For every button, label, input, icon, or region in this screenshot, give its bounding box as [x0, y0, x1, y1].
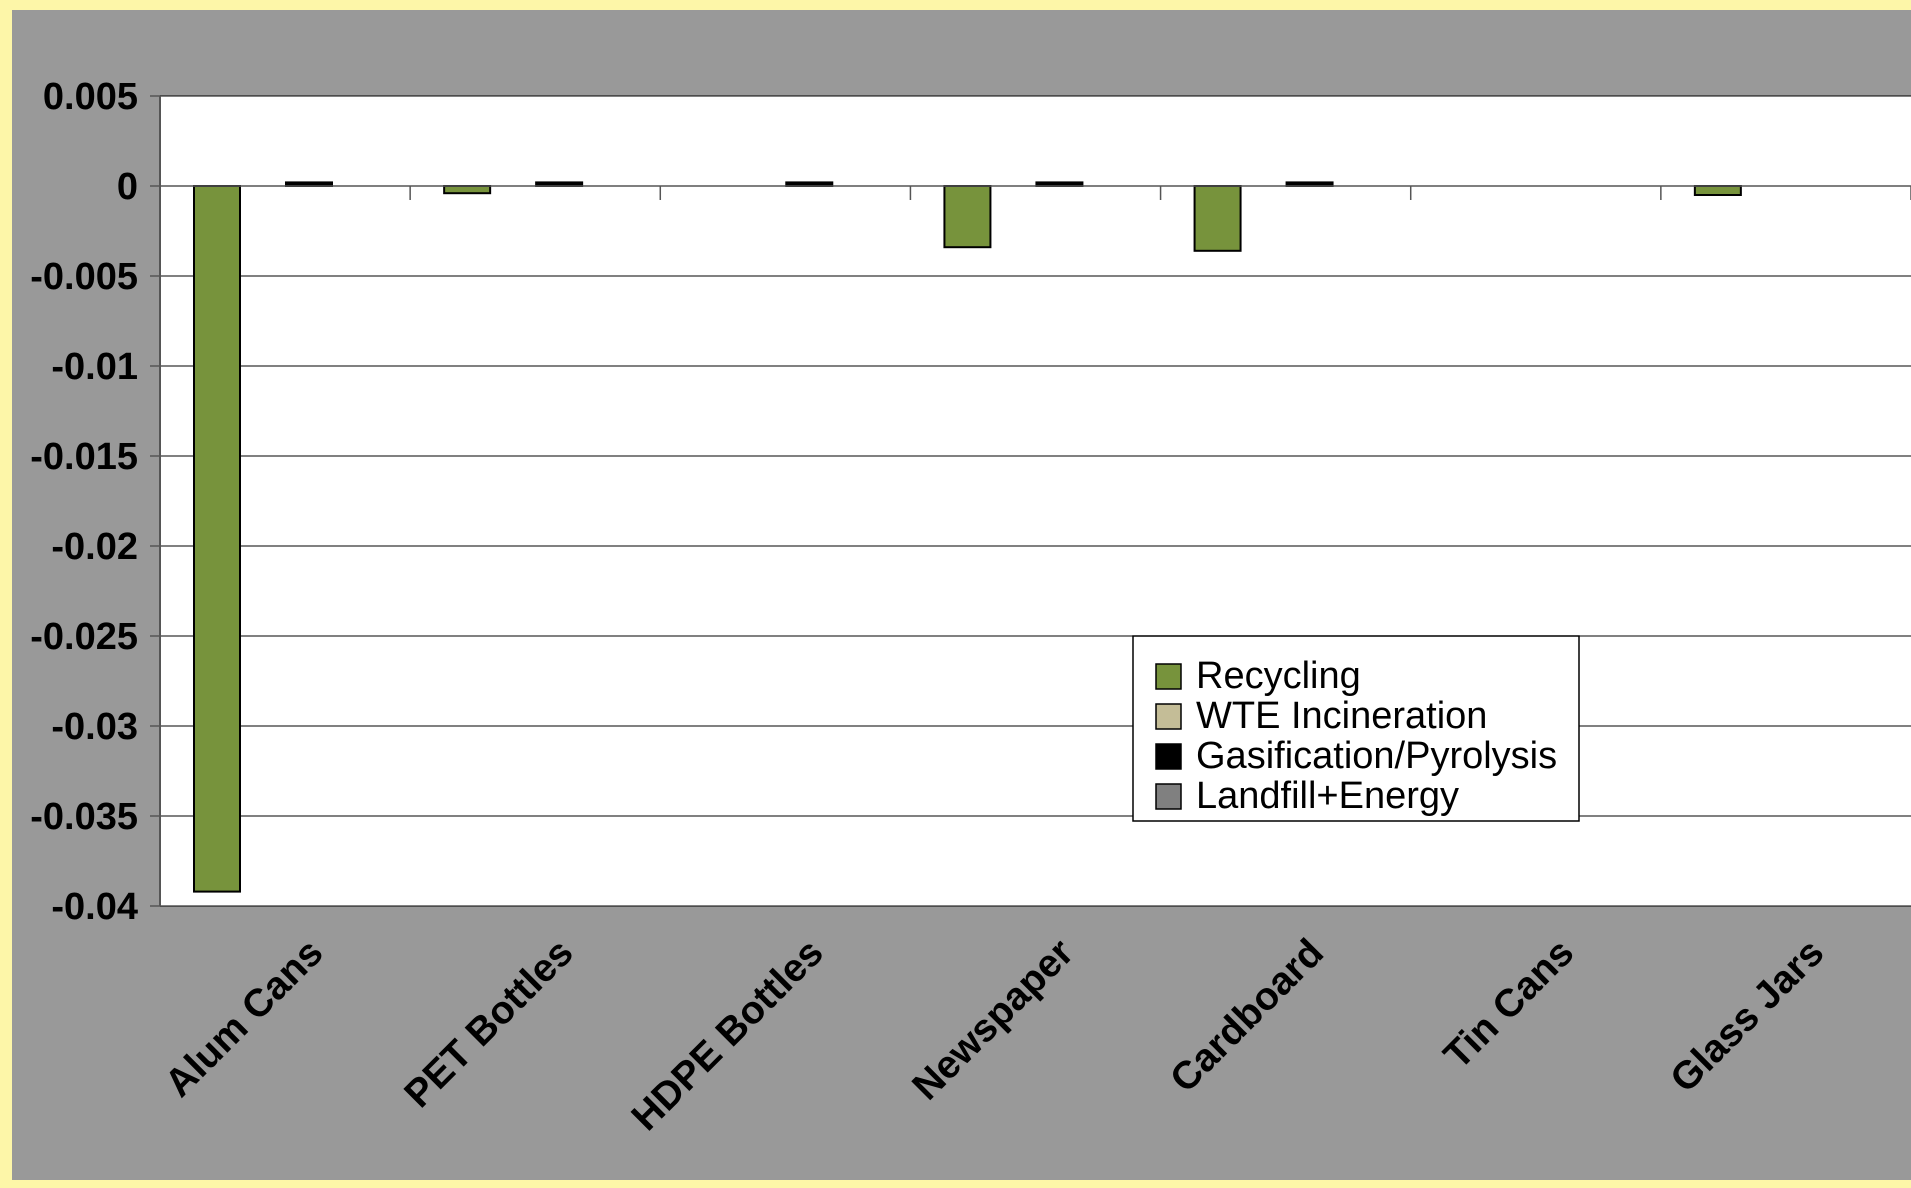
y-tick-label: -0.015 [30, 436, 138, 478]
legend-swatch [1155, 743, 1182, 770]
y-tick-label: 0 [117, 166, 138, 208]
y-tick-label: -0.02 [51, 526, 138, 568]
x-category-label: Alum Cans [157, 931, 331, 1105]
legend-label: Gasification/Pyrolysis [1196, 735, 1557, 777]
plot-area [160, 96, 1911, 906]
y-tick-label: 0.005 [43, 76, 138, 118]
y-tick-label: -0.005 [30, 256, 138, 298]
x-category-label: Cardboard [1162, 931, 1332, 1101]
bar-recycling [1193, 185, 1242, 252]
legend-label: WTE Incineration [1196, 695, 1487, 737]
x-category-labels: Alum Cans PET Bottles HDPE Bottles Newspape… [157, 931, 1832, 1139]
y-tick-label: -0.04 [51, 886, 138, 928]
legend-label: Landfill+Energy [1196, 775, 1459, 817]
legend-box [1132, 635, 1580, 822]
legend-swatch [1155, 703, 1182, 730]
y-tick-labels: 0.005 0 -0.005 -0.01 -0.015 -0.02 -0.025 -0.03 -… [30, 76, 138, 928]
axes [150, 95, 1911, 907]
chart-frame: 0.005 0 -0.005 -0.01 -0.015 -0.02 -0.025 -0.03 -… [12, 10, 1911, 1180]
legend-swatch [1155, 783, 1182, 810]
y-tick-label: -0.035 [30, 796, 138, 838]
x-category-label: PET Bottles [396, 931, 581, 1116]
x-category-label: Glass Jars [1662, 931, 1832, 1101]
legend-swatch [1155, 663, 1182, 690]
x-category-label: HDPE Bottles [624, 931, 832, 1139]
bar-recycling [193, 185, 241, 893]
y-tick-label: -0.01 [51, 346, 138, 388]
bar-recycling [1693, 185, 1742, 196]
bar-chart: 0.005 0 -0.005 -0.01 -0.015 -0.02 -0.025 -0.03 -… [30, 76, 1911, 1139]
x-category-label: Tin Cans [1436, 931, 1582, 1077]
legend-label: Recycling [1196, 655, 1361, 697]
x-category-label: Newspaper [904, 931, 1082, 1109]
y-tick-label: -0.03 [51, 706, 138, 748]
bar-recycling [443, 185, 492, 195]
y-tick-label: -0.025 [30, 616, 138, 658]
bar-recycling [943, 185, 992, 249]
